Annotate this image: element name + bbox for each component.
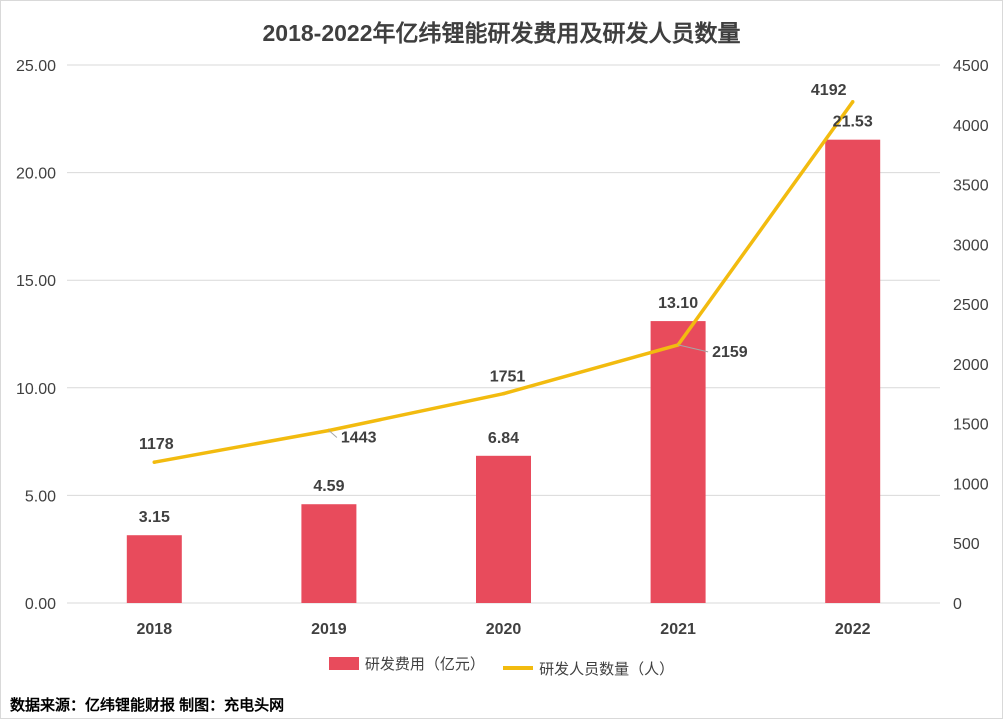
line-value-label: 1751 bbox=[490, 369, 526, 386]
y-right-tick-label: 2500 bbox=[953, 297, 989, 314]
chart-legend: 研发费用（亿元） 研发人员数量（人） bbox=[0, 653, 1003, 679]
x-tick-label: 2022 bbox=[835, 621, 871, 638]
bar-value-label: 21.53 bbox=[833, 114, 873, 131]
bar-value-label: 13.10 bbox=[658, 295, 698, 312]
legend-line-swatch bbox=[503, 666, 534, 670]
y-right-tick-label: 1500 bbox=[953, 417, 989, 434]
line-series-research-staff bbox=[153, 100, 855, 464]
chart-plot: 3.15 4.59 6.84 13.10 21.53 1178 1443 1751 2159 41… bbox=[16, 58, 989, 638]
line-value-label: 1178 bbox=[139, 436, 174, 453]
bar-2020 bbox=[476, 455, 531, 603]
y-left-tick-label: 10.00 bbox=[16, 381, 56, 398]
bar-2021 bbox=[650, 321, 706, 603]
bar-2018 bbox=[126, 535, 182, 603]
leader-line bbox=[677, 344, 709, 353]
legend-bar-swatch bbox=[328, 657, 359, 670]
legend-item-line: 研发人员数量（人） bbox=[503, 658, 674, 679]
y-right-tick-label: 4000 bbox=[953, 118, 989, 135]
leader-line bbox=[328, 430, 338, 438]
y-left-tick-label: 20.00 bbox=[16, 166, 56, 183]
line-value-label: 2159 bbox=[712, 344, 748, 361]
x-tick-label: 2021 bbox=[660, 621, 696, 638]
legend-bar-label: 研发费用（亿元） bbox=[364, 656, 485, 673]
line-point-2020 bbox=[501, 391, 506, 396]
y-left-tick-label: 0.00 bbox=[25, 596, 56, 613]
y-left-tick-label: 5.00 bbox=[25, 488, 56, 505]
bar-2019 bbox=[301, 504, 357, 603]
y-right-tick-label: 1000 bbox=[953, 476, 989, 493]
y-right-tick-label: 3000 bbox=[953, 237, 989, 254]
x-tick-label: 2018 bbox=[137, 621, 173, 638]
legend-item-bar: 研发费用（亿元） bbox=[328, 653, 485, 674]
y-right-tick-label: 4500 bbox=[953, 58, 989, 75]
x-tick-label: 2020 bbox=[486, 621, 522, 638]
bar-2022 bbox=[825, 139, 881, 604]
y-right-tick-label: 2000 bbox=[953, 357, 989, 374]
y-left-tick-label: 25.00 bbox=[16, 58, 56, 75]
y-right-tick-label: 500 bbox=[953, 536, 980, 553]
data-source-note: 数据来源：亿纬锂能财报 制图：充电头网 bbox=[10, 697, 285, 714]
y-right-tick-label: 3500 bbox=[953, 178, 989, 195]
y-left-tick-label: 15.00 bbox=[16, 273, 56, 290]
bar-value-label: 6.84 bbox=[488, 430, 519, 447]
chart-title: 2018-2022年亿纬锂能研发费用及研发人员数量 bbox=[262, 20, 741, 46]
x-tick-label: 2019 bbox=[311, 621, 347, 638]
bar-value-label: 3.15 bbox=[139, 509, 170, 526]
line-point-2022 bbox=[850, 100, 855, 104]
line-point-2018 bbox=[152, 460, 157, 464]
bar-value-label: 4.59 bbox=[313, 478, 344, 495]
line-value-label: 4192 bbox=[811, 82, 847, 99]
legend-line-label: 研发人员数量（人） bbox=[539, 660, 675, 678]
y-right-tick-label: 0 bbox=[953, 596, 962, 613]
line-value-label: 1443 bbox=[341, 429, 377, 446]
